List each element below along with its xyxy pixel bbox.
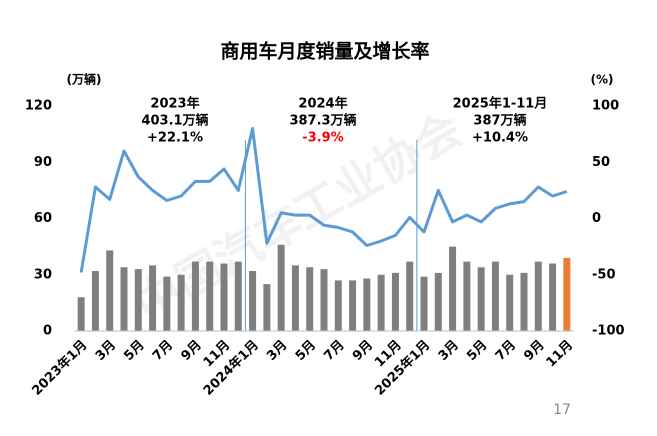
bar [249,271,257,331]
bar [134,269,142,331]
bar [163,276,171,331]
x-tick-label: 5月 [293,338,319,364]
bar [91,271,99,331]
x-tick-label: 5月 [121,338,147,364]
y-axis-label: (万辆) [67,72,102,87]
x-tick-label: 2023年1月 [29,337,91,399]
annotation: 2024年 [298,96,347,112]
bar [206,261,214,331]
annotation: 387万辆 [473,113,526,129]
bar [334,280,342,331]
y-tick-label: 0 [43,324,52,339]
line [79,127,568,273]
y-tick-label: 90 [34,155,52,170]
bar [549,263,557,331]
bar [149,265,157,331]
bar [106,250,114,331]
bar [77,297,85,331]
bar [449,246,457,331]
x-tick-label: 3月 [264,338,290,364]
y2-tick-label: 0 [592,211,601,226]
bar [563,257,571,331]
bar [277,244,285,331]
bar [477,267,485,331]
bar [234,261,242,331]
bar [491,261,499,331]
bar [391,272,399,331]
y-tick-label: 120 [25,99,52,114]
bar [306,267,314,331]
bar [120,267,128,331]
bar [191,261,199,331]
bar [377,274,385,331]
page-number: 17 [553,402,571,418]
annotation: 387.3万辆 [289,113,356,129]
bar [506,274,514,331]
bar [291,265,299,331]
bar [434,272,442,331]
bar [263,284,271,331]
x-tick-label: 7月 [150,338,176,364]
y-tick-label: 60 [34,211,52,226]
bar [406,261,414,331]
annotation: 403.1万辆 [141,113,208,129]
y-tick-label: 30 [34,267,52,282]
x-tick-label: 5月 [464,338,490,364]
y2-tick-label: -50 [592,267,616,282]
bar [463,261,471,331]
bar [534,261,542,331]
x-tick-label: 3月 [93,338,119,364]
bar [420,276,428,331]
y2-tick-label: 50 [592,155,610,170]
bar [220,263,228,331]
x-tick-label: 7月 [493,338,519,364]
y2-tick-label: -100 [592,324,625,339]
y2-axis-label: (%) [591,73,614,87]
bar [177,274,185,331]
x-tick-label: 7月 [321,338,347,364]
bar [363,278,371,331]
bar [349,280,357,331]
bar [320,269,328,331]
annotation: 2023年 [150,96,199,112]
x-tick-label: 11月 [544,338,577,371]
annotation: +10.4% [472,131,528,146]
bar [520,272,528,331]
y2-tick-label: 100 [592,99,619,114]
x-tick-label: 3月 [436,338,462,364]
annotation: -3.9% [302,131,343,146]
annotation: 2025年1-11月 [453,96,548,112]
annotation: +22.1% [147,131,203,146]
chart-title: 商用车月度销量及增长率 [220,40,429,63]
